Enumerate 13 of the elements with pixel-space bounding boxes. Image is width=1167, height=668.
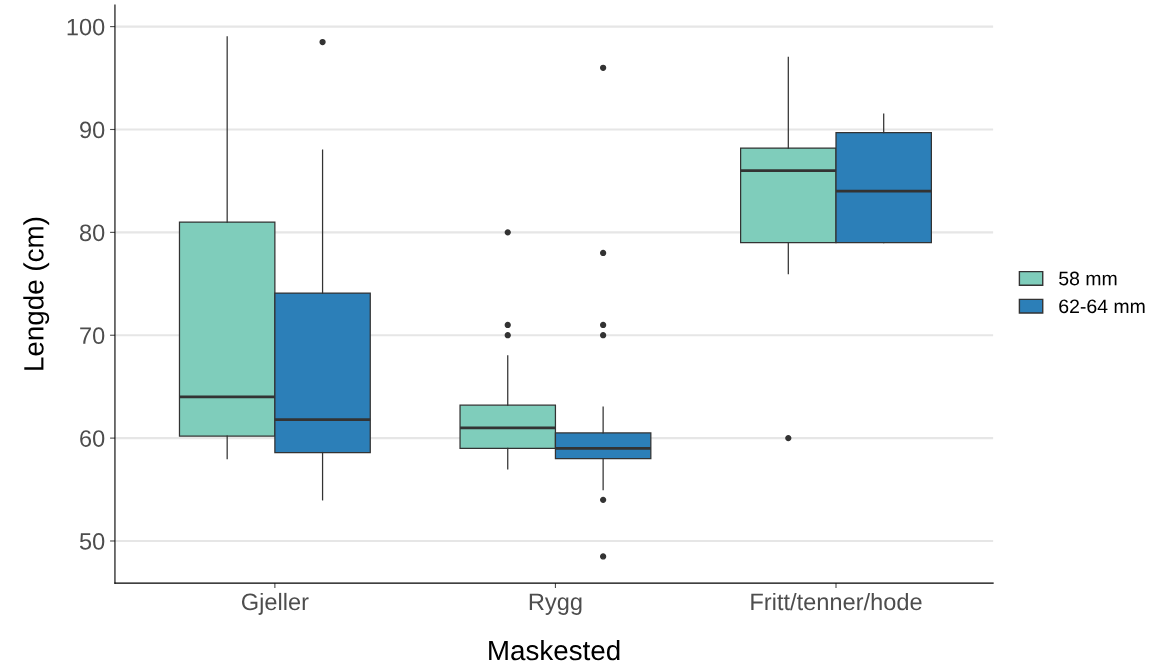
y-axis-title: Lengde (cm) xyxy=(23,217,50,370)
x-tick-label: Rygg xyxy=(529,593,582,615)
legend-label: 62-64 mm xyxy=(1059,299,1145,314)
y-tick-label: 80 xyxy=(79,224,105,242)
x-axis-title: Maskested xyxy=(489,639,620,661)
legend-label: 58 mm xyxy=(1059,271,1117,286)
x-tick-label: Fritt/tenner/hode xyxy=(751,592,922,611)
y-tick-label: 100 xyxy=(67,18,105,36)
y-tick-label: 90 xyxy=(80,121,105,139)
y-tick-label: 50 xyxy=(79,533,105,550)
x-tick-label: Gjeller xyxy=(241,592,309,615)
y-tick-label: 60 xyxy=(80,430,105,447)
y-tick-label: 70 xyxy=(80,327,105,345)
